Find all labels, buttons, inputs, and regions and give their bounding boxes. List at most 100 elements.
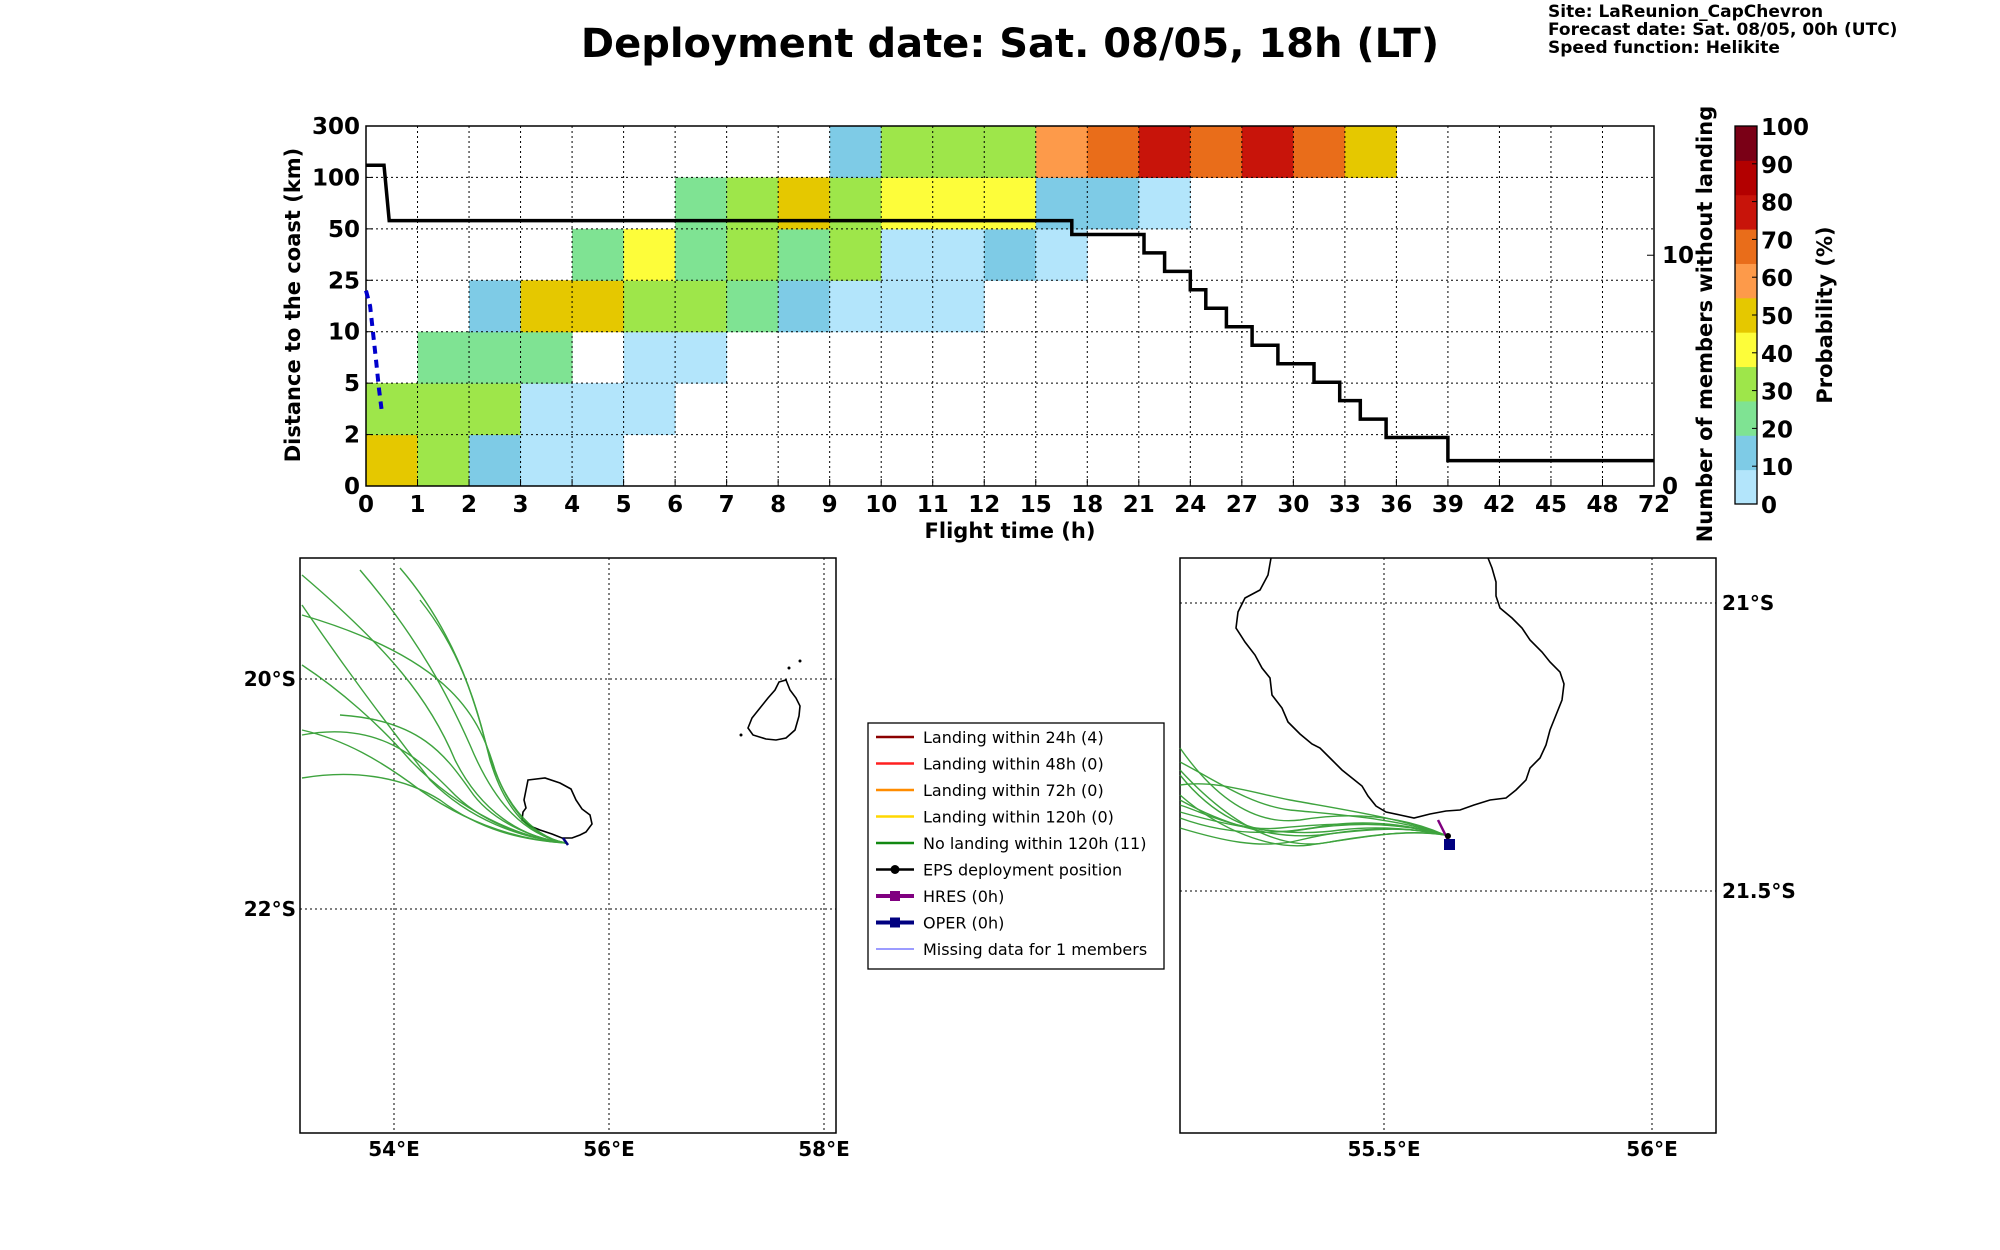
legend-label: Landing within 24h (4) — [923, 728, 1104, 747]
colorbar-tick-label: 10 — [1761, 455, 1793, 481]
heatmap-cell — [829, 280, 882, 333]
legend-label: Missing data for 1 members — [923, 940, 1147, 959]
colorbar-tick-label: 50 — [1761, 304, 1793, 330]
lat-tick-21s: 21°S — [1722, 591, 1774, 615]
colorbar-tick-label: 0 — [1761, 493, 1777, 519]
heatmap-cell — [1035, 228, 1088, 281]
heatmap-cell — [778, 280, 831, 333]
zoom-map: 55.5°E 56°E 21°S 21.5°S — [1179, 557, 1796, 1161]
islet-marker — [798, 659, 802, 663]
heatmap-cell — [881, 228, 934, 281]
legend-label: Landing within 48h (0) — [923, 755, 1104, 774]
colorbar-tick-label: 40 — [1761, 342, 1793, 368]
reunion-coastline — [521, 777, 593, 839]
heatmap-cell — [520, 383, 573, 436]
heatmap-cell — [881, 280, 934, 333]
x-tick-label: 27 — [1226, 492, 1258, 518]
heatmap-cell — [520, 331, 573, 384]
lon-tick-55-5: 55.5°E — [1347, 1137, 1420, 1161]
heatmap-cell — [675, 331, 728, 384]
heatmap-cell — [572, 228, 625, 281]
colorbar-tick-label: 60 — [1761, 266, 1793, 292]
lon-tick-56-zoom: 56°E — [1626, 1137, 1678, 1161]
heatmap-cell — [520, 434, 573, 487]
colorbar-swatch — [1735, 332, 1757, 368]
x-tick-label: 12 — [968, 492, 1000, 518]
y-tick-label: 300 — [312, 114, 360, 140]
zoom-trajectories — [1179, 747, 1446, 847]
heatmap-cell — [1087, 177, 1140, 230]
oper-distance-line — [364, 290, 384, 410]
colorbar-tick-label: 90 — [1761, 153, 1793, 179]
islet-marker — [787, 666, 791, 670]
legend-label: Landing within 120h (0) — [923, 808, 1114, 827]
reunion-zoom-coastline — [1235, 557, 1565, 819]
heatmap-cell — [1087, 126, 1140, 178]
members-without-landing-line — [366, 163, 1654, 463]
legend-label: EPS deployment position — [923, 861, 1122, 880]
heatmap-cell — [469, 383, 522, 436]
forecast-date-label: Forecast date: Sat. 08/05, 00h (UTC) — [1548, 20, 1897, 40]
legend-label: OPER (0h) — [923, 914, 1004, 933]
x-tick-label: 36 — [1380, 492, 1412, 518]
heatmap-cell — [1344, 126, 1397, 178]
x-tick-label: 48 — [1586, 492, 1618, 518]
heatmap-cell — [932, 228, 985, 281]
heatmap-cell — [623, 331, 676, 384]
heatmap-cell — [417, 331, 470, 384]
colorbar-swatch — [1735, 160, 1757, 196]
x-tick-label: 3 — [513, 492, 529, 518]
x-tick-label: 45 — [1535, 492, 1567, 518]
x-tick-label: 42 — [1483, 492, 1515, 518]
x-tick-label: 2 — [461, 492, 477, 518]
lon-tick-54: 54°E — [368, 1137, 420, 1161]
x-tick-label: 1 — [410, 492, 426, 518]
heatmap-cell — [726, 280, 779, 333]
colorbar-tick-label: 100 — [1761, 115, 1809, 141]
heatmap-cell — [1241, 126, 1294, 178]
legend-label: HRES (0h) — [923, 887, 1004, 906]
heatmap-cell — [623, 383, 676, 436]
x-axis-label: Flight time (h) — [925, 519, 1096, 543]
heatmap-cell — [417, 383, 470, 436]
heatmap-cell — [572, 434, 625, 487]
x-tick-label: 5 — [616, 492, 632, 518]
colorbar-tick-label: 30 — [1761, 380, 1793, 406]
x-tick-label: 30 — [1277, 492, 1309, 518]
heatmap-cell — [881, 126, 934, 178]
heatmap-cell — [366, 434, 419, 487]
y-tick-label: 10 — [328, 320, 360, 346]
legend-label: Landing within 72h (0) — [923, 781, 1104, 800]
colorbar-swatch — [1735, 263, 1757, 299]
zoom-eps-deployment-marker — [1445, 833, 1451, 839]
heatmap-cell — [829, 228, 882, 281]
heatmap-cell — [726, 228, 779, 281]
heatmap-cell — [417, 434, 470, 487]
colorbar: 0 10 20 30 40 50 60 70 80 90 100 — [1734, 115, 1809, 519]
lon-tick-58: 58°E — [798, 1137, 850, 1161]
heatmap-cell — [984, 228, 1037, 281]
colorbar-tick-label: 20 — [1761, 417, 1793, 443]
colorbar-swatch — [1735, 435, 1757, 471]
x-tick-label: 7 — [719, 492, 735, 518]
colorbar-swatch — [1735, 229, 1757, 264]
x-tick-label: 10 — [865, 492, 897, 518]
x-tick-label: 11 — [917, 492, 949, 518]
y-tick-label: 25 — [328, 268, 360, 294]
colorbar-swatch — [1735, 126, 1757, 161]
colorbar-swatch — [1735, 400, 1757, 436]
chart-title: Deployment date: Sat. 08/05, 18h (LT) — [581, 21, 1439, 67]
y-tick-label: 2 — [344, 423, 360, 449]
heatmap-cell — [932, 126, 985, 178]
heatmap-cell — [469, 280, 522, 333]
lon-tick-56: 56°E — [583, 1137, 635, 1161]
y2-tick-label: 10 — [1662, 243, 1694, 269]
colorbar-tick-label: 70 — [1761, 228, 1793, 254]
heatmap-cell — [1190, 126, 1243, 178]
heatmap-cell — [932, 280, 985, 333]
heatmap-cell — [366, 383, 419, 436]
colorbar-swatch — [1735, 194, 1757, 230]
heatmap-cell — [520, 280, 573, 333]
legend-label: No landing within 120h (11) — [923, 834, 1146, 853]
regional-map: 54°E 56°E 58°E 20°S 22°S — [244, 557, 850, 1161]
